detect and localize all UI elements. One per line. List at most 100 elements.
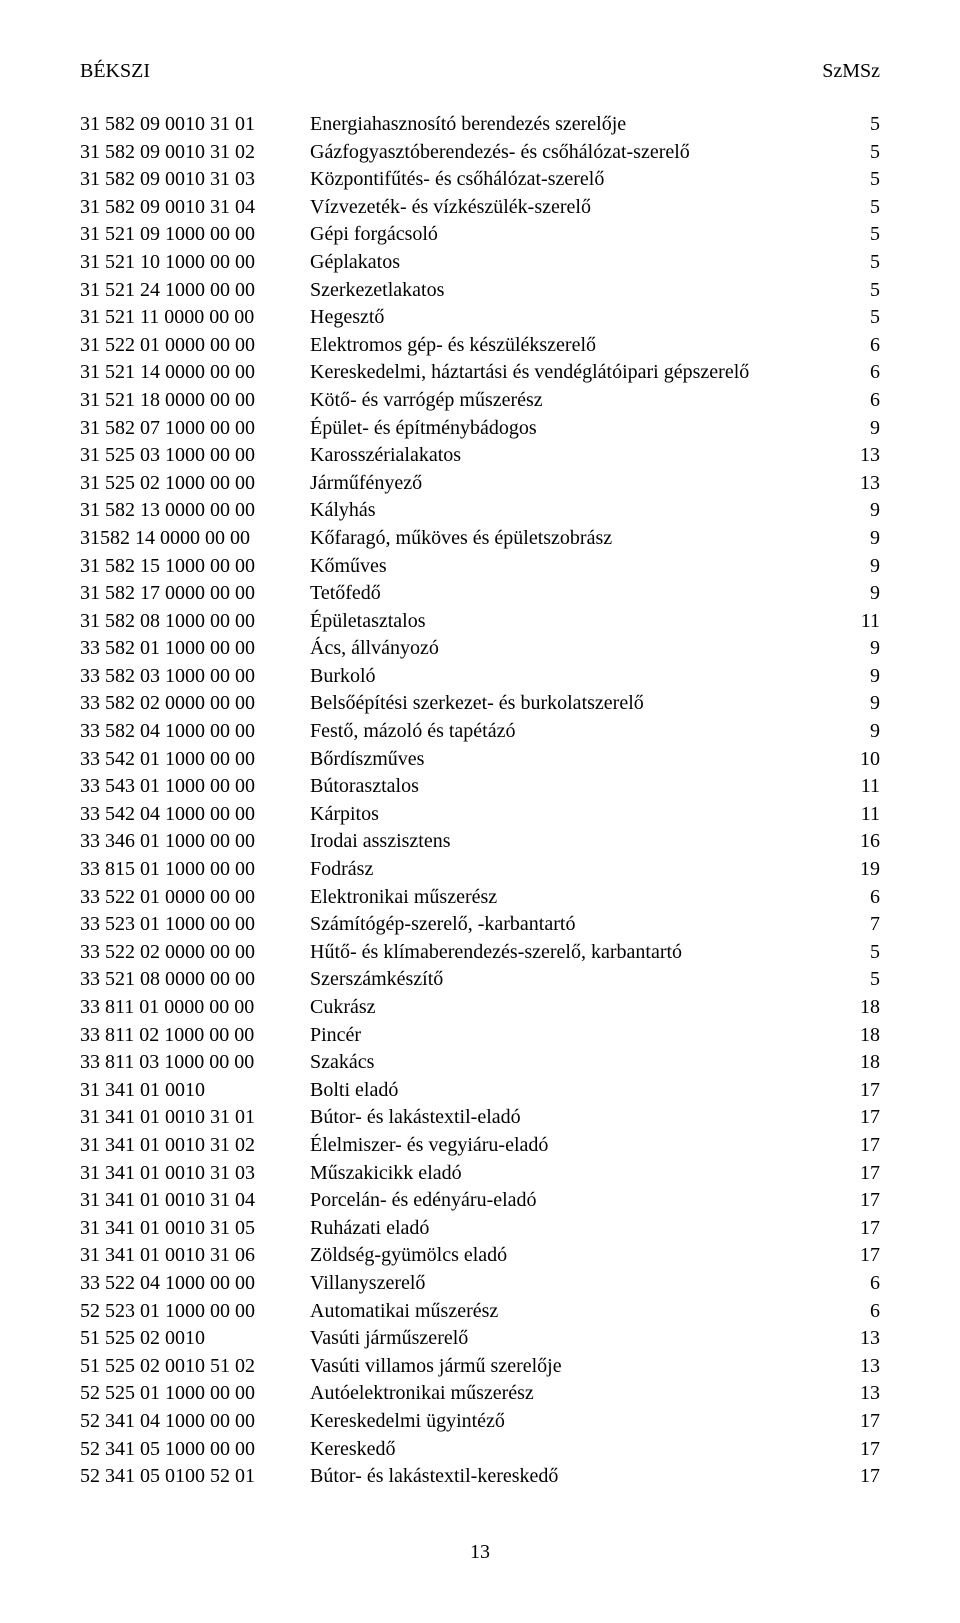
table-row: 31 582 09 0010 31 01Energiahasznosító be… [80,111,880,139]
description-cell: Bőrdíszműves [310,746,840,774]
table-row: 31 525 02 1000 00 00Járműfényező13 [80,470,880,498]
number-cell: 17 [840,1104,880,1132]
code-cell: 52 341 05 1000 00 00 [80,1436,310,1464]
table-row: 52 341 05 0100 52 01Bútor- és lakástexti… [80,1463,880,1491]
code-cell: 52 523 01 1000 00 00 [80,1298,310,1326]
code-cell: 33 811 01 0000 00 00 [80,994,310,1022]
description-cell: Központifűtés- és csőhálózat-szerelő [310,166,840,194]
number-cell: 9 [840,690,880,718]
description-cell: Ruházati eladó [310,1215,840,1243]
table-row: 31 582 07 1000 00 00Épület- és építményb… [80,415,880,443]
description-cell: Élelmiszer- és vegyiáru-eladó [310,1132,840,1160]
number-cell: 11 [840,801,880,829]
code-cell: 33 523 01 1000 00 00 [80,911,310,939]
description-cell: Cukrász [310,994,840,1022]
number-cell: 6 [840,359,880,387]
table-row: 31 582 08 1000 00 00Épületasztalos11 [80,608,880,636]
code-cell: 31 582 09 0010 31 03 [80,166,310,194]
number-cell: 9 [840,635,880,663]
code-cell: 31 582 08 1000 00 00 [80,608,310,636]
number-cell: 9 [840,415,880,443]
table-row: 31 582 15 1000 00 00Kőműves9 [80,553,880,581]
table-row: 33 522 04 1000 00 00Villanyszerelő6 [80,1270,880,1298]
table-row: 31 521 14 0000 00 00Kereskedelmi, háztar… [80,359,880,387]
code-cell: 51 525 02 0010 51 02 [80,1353,310,1381]
table-row: 52 523 01 1000 00 00Automatikai műszerés… [80,1298,880,1326]
description-cell: Vízvezeték- és vízkészülék-szerelő [310,194,840,222]
description-cell: Gázfogyasztóberendezés- és csőhálózat-sz… [310,139,840,167]
header-left: BÉKSZI [80,60,150,83]
number-cell: 17 [840,1242,880,1270]
table-row: 33 542 04 1000 00 00Kárpitos11 [80,801,880,829]
description-cell: Bolti eladó [310,1077,840,1105]
page-footer: 13 [80,1541,880,1564]
codes-table: 31 582 09 0010 31 01Energiahasznosító be… [80,111,880,1491]
number-cell: 19 [840,856,880,884]
number-cell: 6 [840,1298,880,1326]
description-cell: Szakács [310,1049,840,1077]
number-cell: 9 [840,553,880,581]
table-row: 33 582 02 0000 00 00Belsőépítési szerkez… [80,690,880,718]
number-cell: 17 [840,1160,880,1188]
description-cell: Műszakicikk eladó [310,1160,840,1188]
code-cell: 33 521 08 0000 00 00 [80,966,310,994]
number-cell: 5 [840,277,880,305]
table-row: 33 346 01 1000 00 00Irodai asszisztens16 [80,828,880,856]
number-cell: 13 [840,1353,880,1381]
description-cell: Kárpitos [310,801,840,829]
code-cell: 33 582 03 1000 00 00 [80,663,310,691]
description-cell: Épületasztalos [310,608,840,636]
description-cell: Ács, állványozó [310,635,840,663]
table-row: 33 582 01 1000 00 00Ács, állványozó9 [80,635,880,663]
description-cell: Energiahasznosító berendezés szerelője [310,111,840,139]
code-cell: 31 341 01 0010 31 01 [80,1104,310,1132]
number-cell: 5 [840,249,880,277]
description-cell: Hűtő- és klímaberendezés-szerelő, karban… [310,939,840,967]
description-cell: Géplakatos [310,249,840,277]
table-row: 31 341 01 0010 31 02Élelmiszer- és vegyi… [80,1132,880,1160]
code-cell: 31 341 01 0010 31 06 [80,1242,310,1270]
code-cell: 31 582 07 1000 00 00 [80,415,310,443]
number-cell: 13 [840,1325,880,1353]
code-cell: 31 582 15 1000 00 00 [80,553,310,581]
table-row: 31 525 03 1000 00 00Karosszérialakatos13 [80,442,880,470]
code-cell: 51 525 02 0010 [80,1325,310,1353]
code-cell: 31 341 01 0010 31 03 [80,1160,310,1188]
table-row: 31 582 09 0010 31 04Vízvezeték- és vízké… [80,194,880,222]
code-cell: 33 542 04 1000 00 00 [80,801,310,829]
code-cell: 31 582 13 0000 00 00 [80,497,310,525]
description-cell: Kályhás [310,497,840,525]
number-cell: 18 [840,1022,880,1050]
code-cell: 31 582 09 0010 31 01 [80,111,310,139]
number-cell: 17 [840,1077,880,1105]
table-row: 33 543 01 1000 00 00Bútorasztalos11 [80,773,880,801]
code-cell: 33 811 03 1000 00 00 [80,1049,310,1077]
number-cell: 17 [840,1436,880,1464]
table-row: 31 521 18 0000 00 00Kötő- és varrógép mű… [80,387,880,415]
code-cell: 31 521 24 1000 00 00 [80,277,310,305]
table-row: 52 525 01 1000 00 00Autóelektronikai műs… [80,1380,880,1408]
description-cell: Kereskedelmi, háztartási és vendéglátóip… [310,359,840,387]
description-cell: Számítógép-szerelő, -karbantartó [310,911,840,939]
number-cell: 17 [840,1408,880,1436]
code-cell: 31 525 02 1000 00 00 [80,470,310,498]
number-cell: 11 [840,608,880,636]
description-cell: Vasúti járműszerelő [310,1325,840,1353]
code-cell: 31 341 01 0010 31 04 [80,1187,310,1215]
number-cell: 6 [840,332,880,360]
code-cell: 33 346 01 1000 00 00 [80,828,310,856]
code-cell: 31 521 10 1000 00 00 [80,249,310,277]
description-cell: Bútor- és lakástextil-eladó [310,1104,840,1132]
description-cell: Kereskedő [310,1436,840,1464]
table-row: 33 523 01 1000 00 00Számítógép-szerelő, … [80,911,880,939]
code-cell: 31 341 01 0010 31 02 [80,1132,310,1160]
table-row: 33 542 01 1000 00 00Bőrdíszműves10 [80,746,880,774]
table-row: 31 341 01 0010Bolti eladó17 [80,1077,880,1105]
page-number: 13 [470,1541,490,1563]
description-cell: Vasúti villamos jármű szerelője [310,1353,840,1381]
number-cell: 17 [840,1215,880,1243]
code-cell: 33 582 01 1000 00 00 [80,635,310,663]
description-cell: Elektronikai műszerész [310,884,840,912]
code-cell: 31 582 09 0010 31 04 [80,194,310,222]
number-cell: 9 [840,525,880,553]
